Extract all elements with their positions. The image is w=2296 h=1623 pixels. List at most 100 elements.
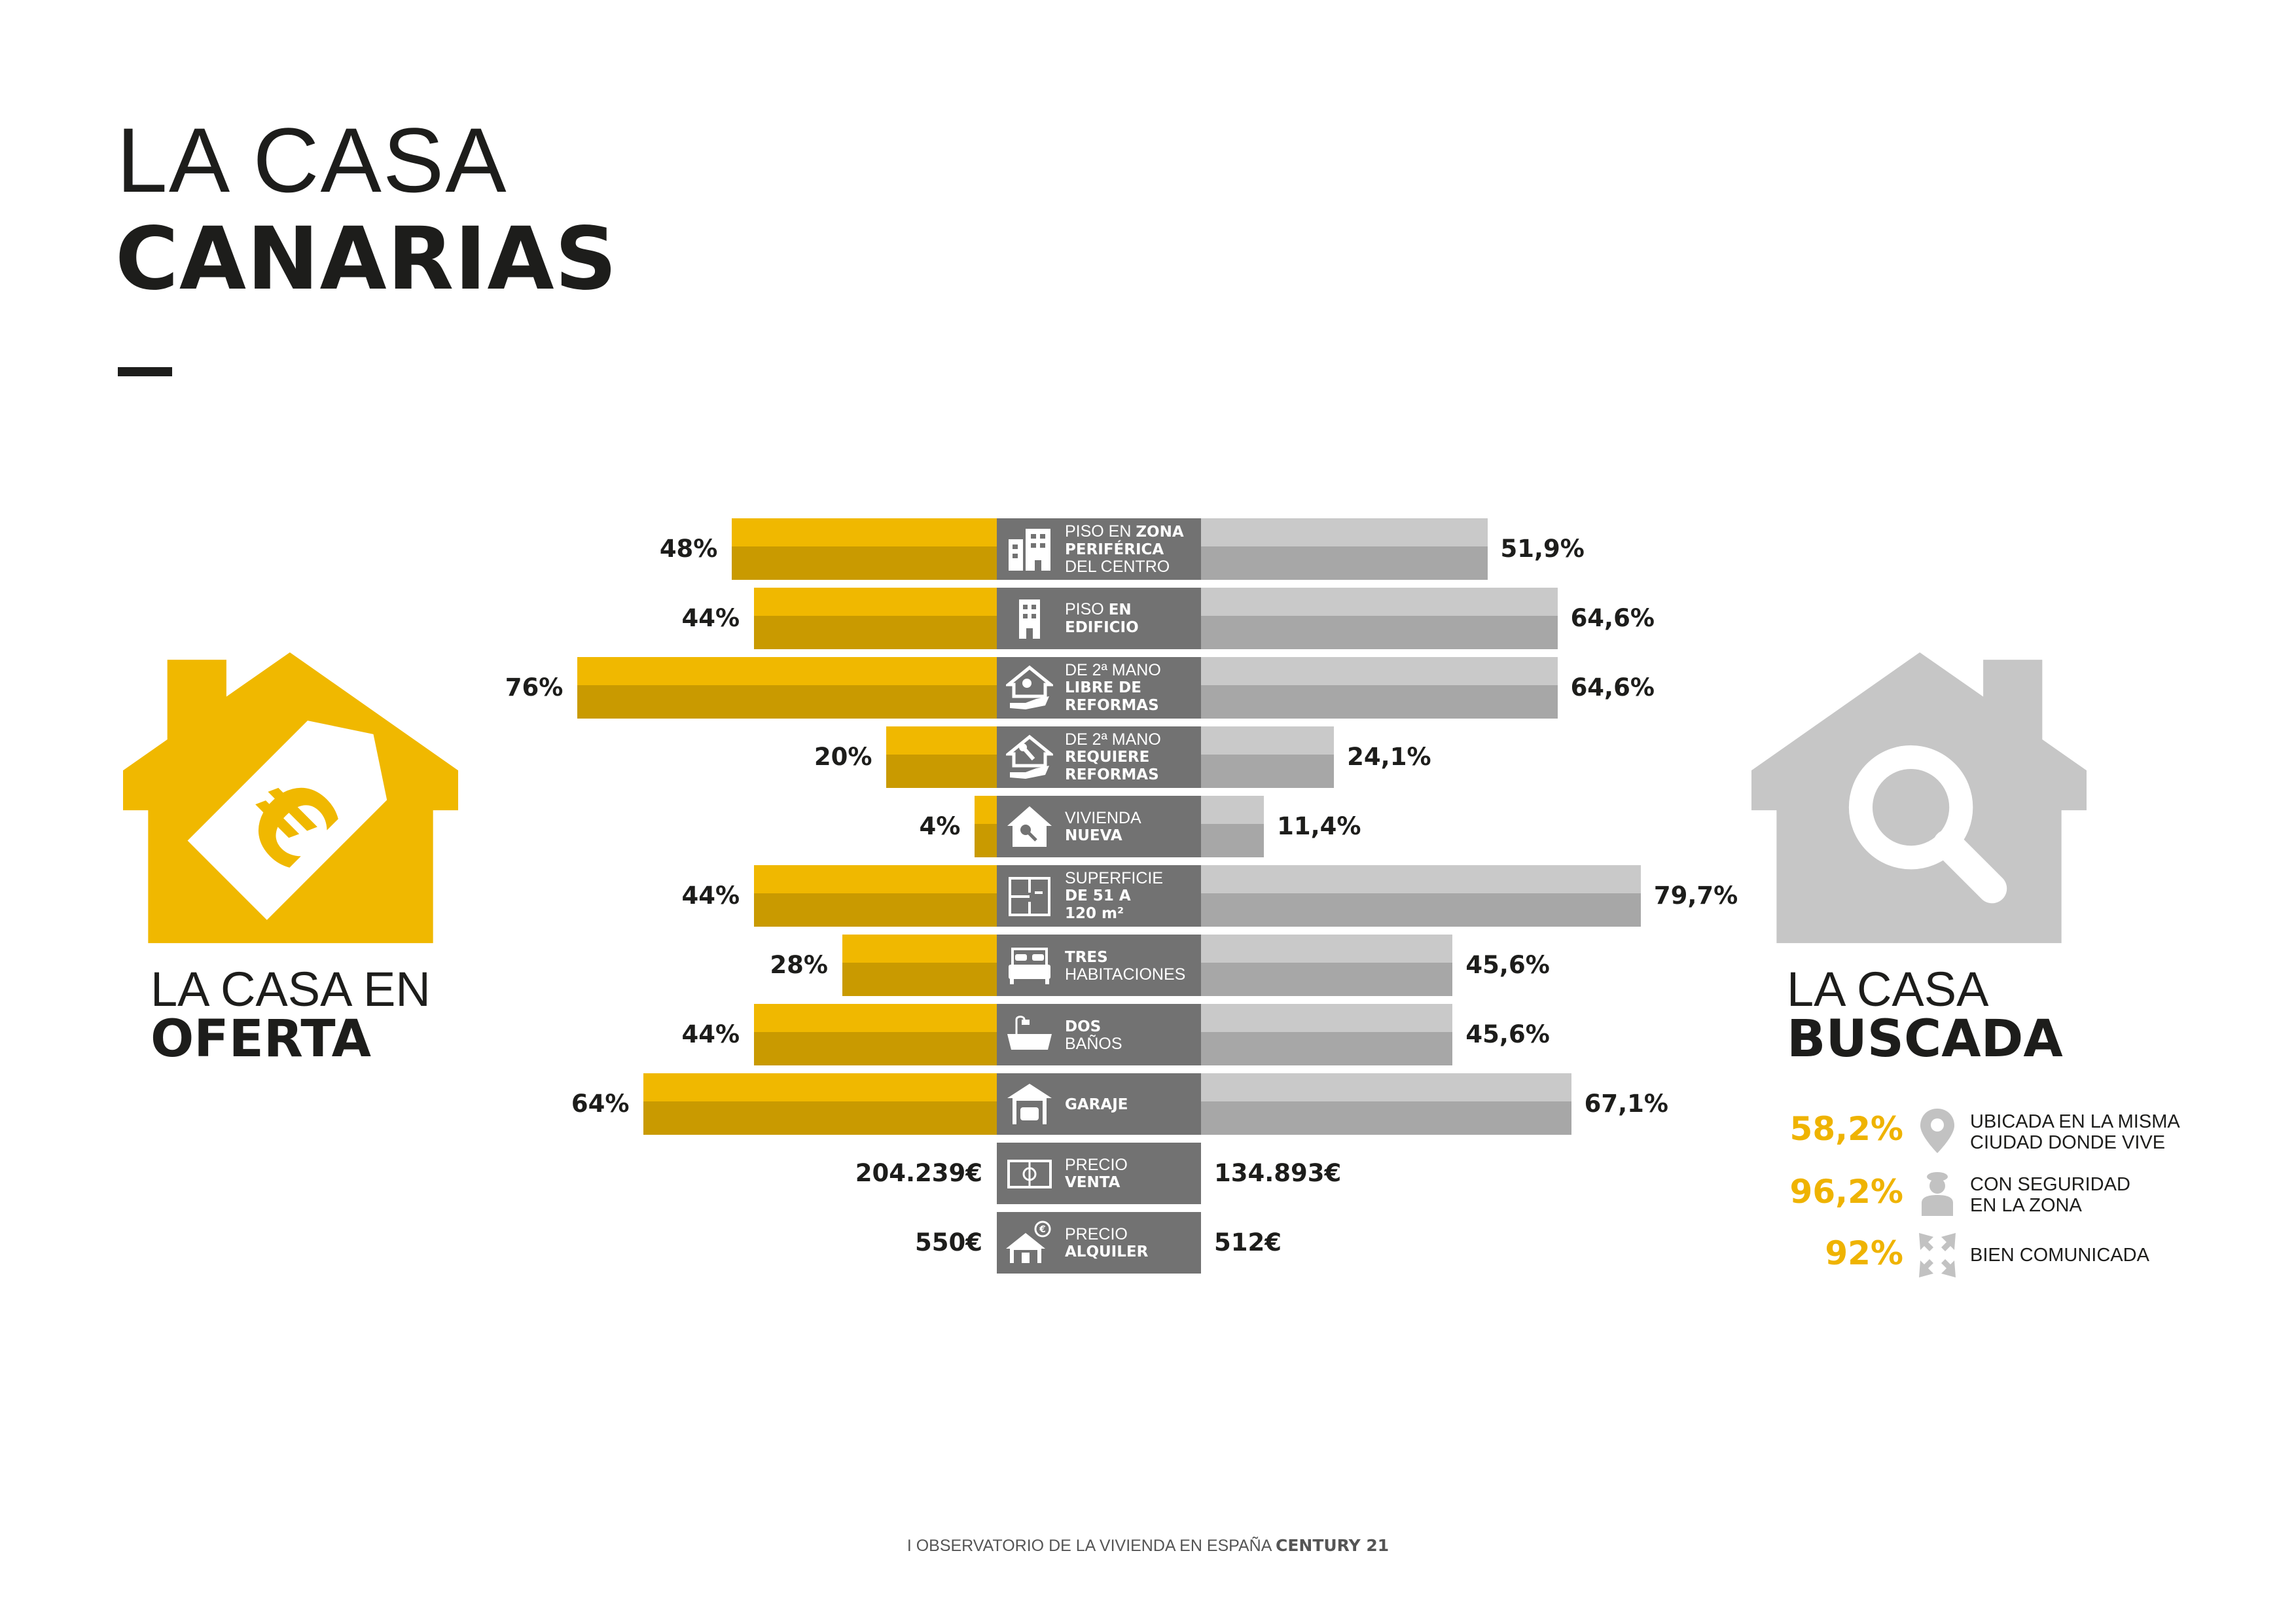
- row-label-line: DEL CENTRO: [1065, 558, 1184, 575]
- arrows-icon: [1919, 1233, 1956, 1277]
- row-label-segment: GARAJE: [1065, 1096, 1128, 1113]
- row-category: PISO EN EDIFICIO: [997, 588, 1201, 649]
- row-category: DE 2ª MANO LIBRE DE REFORMAS: [997, 657, 1201, 719]
- house-key-hand-icon: [1006, 665, 1053, 709]
- oferta-title-line-1: LA CASA EN: [151, 962, 431, 1016]
- buscada-bar: [1201, 588, 1558, 649]
- footer: I OBSERVATORIO DE LA VIVIENDA EN ESPAÑA …: [0, 1536, 2296, 1556]
- row-label-line: VENTA: [1065, 1173, 1128, 1191]
- row-label-segment: DE 2ª MANO: [1065, 661, 1161, 679]
- row-label-line: DE 51 A: [1065, 887, 1163, 904]
- title-line-1: LA CASA: [117, 109, 508, 211]
- row-category: DE 2ª MANO REQUIERE REFORMAS: [997, 726, 1201, 788]
- oferta-value: 44%: [681, 1020, 740, 1048]
- row-label-line: EDIFICIO: [1065, 618, 1139, 636]
- row-label-segment: DOS: [1065, 1018, 1102, 1035]
- buscada-title-line-2: BUSCADA: [1787, 1010, 2063, 1069]
- stat-value: 58,2%: [1789, 1110, 1903, 1148]
- oferta-value: 204.239€: [855, 1159, 982, 1187]
- row-label-segment: SUPERFICIE: [1065, 869, 1164, 887]
- row-label-line: PISO EN: [1065, 601, 1139, 618]
- house-wrench-hand-icon: [1006, 734, 1053, 779]
- location-pin-icon: [1920, 1109, 1954, 1153]
- oferta-value: 76%: [505, 673, 564, 702]
- house-search-icon: [1751, 652, 2087, 944]
- row-label-line: DOS: [1065, 1018, 1122, 1035]
- oferta-value: 20%: [814, 743, 872, 771]
- row-category: DOS BAÑOS: [997, 1004, 1201, 1065]
- stat-text-line: UBICADA EN LA MISMA: [1970, 1111, 2180, 1132]
- row-label-segment: REFORMAS: [1065, 766, 1159, 783]
- buscada-bar: [1201, 935, 1453, 996]
- row-label-segment: 120 m²: [1065, 905, 1124, 922]
- row-label-segment: ZONA: [1136, 524, 1184, 541]
- oferta-bar: [886, 726, 997, 788]
- bathtub-icon: [1007, 1016, 1052, 1050]
- security-guard-icon: [1922, 1172, 1953, 1216]
- row-label-line: REQUIERE: [1065, 748, 1161, 766]
- chart-row: 28% 45,6% TRES HABITACIONES: [0, 935, 2296, 996]
- row-label-segment: PRECIO: [1065, 1155, 1128, 1174]
- stat-text: CON SEGURIDAD EN LA ZONA: [1970, 1174, 2130, 1216]
- row-category: TRES HABITACIONES: [997, 935, 1201, 996]
- row-label-segment: NUEVA: [1065, 827, 1122, 844]
- row-label-segment: ALQUILER: [1065, 1243, 1149, 1260]
- chart-row: 76% 64,6% DE 2ª MANO LIBRE DE REFORMAS: [0, 657, 2296, 719]
- oferta-bar: [754, 588, 997, 649]
- oferta-value: 44%: [681, 604, 740, 632]
- row-category: VIVIENDA NUEVA: [997, 796, 1201, 857]
- buscada-value: 67,1%: [1584, 1090, 1669, 1118]
- row-label-line: REFORMAS: [1065, 766, 1161, 783]
- svg-text:€: €: [1039, 1224, 1046, 1235]
- row-label-segment: DE 51 A: [1065, 887, 1131, 904]
- buscada-value: 64,6%: [1570, 604, 1655, 632]
- footer-brand: CENTURY 21: [1275, 1536, 1390, 1555]
- buscada-value: 11,4%: [1277, 812, 1361, 840]
- buscada-bar: [1201, 796, 1265, 857]
- stat-value: 96,2%: [1789, 1173, 1903, 1211]
- row-label-line: HABITACIONES: [1065, 966, 1185, 983]
- row-label-segment: REFORMAS: [1065, 697, 1159, 714]
- stat-item: 96,2% CON SEGURIDAD EN LA ZONA: [1728, 1169, 2296, 1221]
- stat-item: 92% BIEN COMUNICADA: [1728, 1230, 2296, 1283]
- oferta-bar: [754, 1004, 997, 1065]
- row-label-line: 120 m²: [1065, 904, 1163, 922]
- row-category: € PRECIO ALQUILER: [997, 1212, 1201, 1274]
- oferta-value: 44%: [681, 882, 740, 910]
- oferta-value: 28%: [770, 951, 828, 979]
- stat-text: BIEN COMUNICADA: [1970, 1245, 2149, 1266]
- oferta-value: 64%: [571, 1090, 630, 1118]
- stat-value: 92%: [1825, 1234, 1903, 1272]
- chart-row: 20% 24,1% DE 2ª MANO REQUIERE REFORMAS: [0, 726, 2296, 788]
- buscada-value: 24,1%: [1347, 743, 1431, 771]
- row-category: PISO EN ZONA PERIFÉRICA DEL CENTRO: [997, 518, 1201, 580]
- row-category: SUPERFICIE DE 51 A 120 m²: [997, 865, 1201, 927]
- building-icon: [1019, 599, 1040, 639]
- oferta-value: 4%: [919, 812, 961, 840]
- buscada-value: 512€: [1214, 1228, 1282, 1257]
- row-label-line: PERIFÉRICA: [1065, 541, 1184, 558]
- stat-text-line: EN LA ZONA: [1970, 1195, 2082, 1216]
- oferta-bar: [732, 518, 997, 580]
- row-label-line: REFORMAS: [1065, 696, 1161, 714]
- row-label-segment: PERIFÉRICA: [1065, 541, 1164, 558]
- buscada-bar: [1201, 1004, 1453, 1065]
- row-label-line: PRECIO: [1065, 1156, 1128, 1173]
- oferta-bar: [577, 657, 997, 719]
- buscada-bar: [1201, 1073, 1571, 1135]
- buscada-value: 79,7%: [1653, 882, 1738, 910]
- house-price-tag-icon: €: [123, 652, 458, 944]
- row-label-line: NUEVA: [1065, 827, 1141, 844]
- title-line-2: CANARIAS: [115, 209, 618, 310]
- chart-row: 44% 45,6% DOS BAÑOS: [0, 1004, 2296, 1065]
- row-label-line: VIVIENDA: [1065, 810, 1141, 827]
- buscada-value: 45,6%: [1465, 951, 1550, 979]
- stat-text-line: CON SEGURIDAD: [1970, 1174, 2130, 1195]
- row-category: PRECIO VENTA: [997, 1143, 1201, 1204]
- row-label-segment: BAÑOS: [1065, 1034, 1122, 1053]
- row-label-line: SUPERFICIE: [1065, 870, 1163, 887]
- row-label-segment: TRES: [1065, 948, 1108, 966]
- row-label-segment: EN: [1108, 601, 1132, 618]
- row-label-segment: PISO EN: [1065, 522, 1136, 541]
- price-row: 204.239€ 134.893€ PRECIO VENTA: [0, 1143, 2296, 1204]
